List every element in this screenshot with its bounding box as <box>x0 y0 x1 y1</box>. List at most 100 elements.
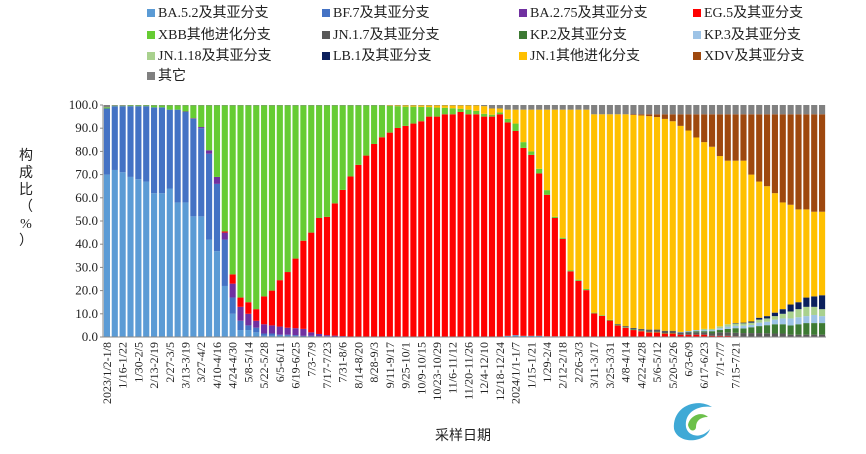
y-tick-label: 30.0 <box>75 259 98 274</box>
bar-segment <box>622 327 629 337</box>
x-tick-label: 4/24-4/30 <box>226 342 240 389</box>
bar-stack <box>300 105 307 337</box>
bar-segment <box>732 332 739 337</box>
bar-segment <box>701 332 708 335</box>
bar-segment <box>724 328 731 333</box>
bar-segment <box>583 109 590 289</box>
bar-stack <box>693 105 700 337</box>
bar-segment <box>708 335 716 337</box>
bar-segment <box>716 156 723 327</box>
bar-segment <box>701 331 708 333</box>
bar-segment <box>481 106 488 114</box>
bar-segment <box>158 107 166 194</box>
bar-stack <box>559 105 566 337</box>
x-tick-label: 3/13-3/19 <box>179 342 193 389</box>
bar-stack <box>316 105 323 337</box>
bar-segment <box>724 335 731 337</box>
bar-stack <box>740 105 747 337</box>
x-tick-label: 7/15-7/21 <box>729 342 743 389</box>
x-tick-label: 4/10-4/16 <box>210 342 224 389</box>
bar-segment <box>748 321 755 323</box>
bar-segment <box>143 106 150 182</box>
bar-segment <box>543 109 551 191</box>
bar-stack <box>732 105 739 337</box>
bar-segment <box>811 334 818 337</box>
bar-segment <box>638 114 645 116</box>
bar-segment <box>771 316 778 320</box>
bar-segment <box>504 122 511 336</box>
bar-segment <box>308 332 315 336</box>
bar-segment <box>386 105 393 133</box>
legend-swatch <box>147 31 155 39</box>
bar-segment <box>559 109 566 238</box>
bar-segment <box>685 334 692 337</box>
bar-stack <box>339 105 346 337</box>
y-axis-title: 构成比（%） <box>19 148 33 249</box>
bar-segment <box>819 105 826 115</box>
bar-segment <box>701 142 708 329</box>
bar-segment <box>308 232 315 333</box>
bar-segment <box>551 216 558 218</box>
bar-segment <box>693 330 700 332</box>
y-tick-label: 80.0 <box>75 143 98 158</box>
bar-segment <box>292 328 299 336</box>
bar-segment <box>653 332 661 337</box>
bar-segment <box>355 164 362 337</box>
bar-segment <box>716 105 723 115</box>
bar-segment <box>787 325 794 335</box>
bar-segment <box>504 105 511 110</box>
bar-segment <box>520 335 527 337</box>
bar-segment <box>724 324 731 327</box>
bar-segment <box>496 108 503 113</box>
bar-stack <box>166 105 173 337</box>
bar-stack <box>229 105 236 337</box>
bar-segment <box>473 105 480 111</box>
bar-segment <box>779 309 786 314</box>
bar-segment <box>268 290 276 326</box>
legend-swatch <box>519 31 527 39</box>
bar-segment <box>221 231 228 233</box>
bar-stack <box>614 105 621 337</box>
bar-stack <box>591 105 598 337</box>
bar-segment <box>685 330 692 332</box>
bar-segment <box>284 272 291 328</box>
legend-label: XBB其他进化分支 <box>158 27 271 43</box>
bar-segment <box>465 109 472 115</box>
bar-stack <box>457 105 464 338</box>
x-tick-label: 5/22-5/28 <box>257 342 271 389</box>
bar-segment <box>323 216 331 336</box>
x-tick-label: 3/27-4/2 <box>194 342 208 383</box>
bar-segment <box>638 331 645 337</box>
bar-segment <box>795 302 802 310</box>
bar-stack <box>567 105 574 337</box>
bar-segment <box>504 118 511 123</box>
bar-segment <box>740 333 747 337</box>
bar-stack <box>473 105 480 337</box>
bar-stack <box>803 105 810 337</box>
bar-segment <box>685 114 692 131</box>
bar-segment <box>575 280 582 337</box>
bar-segment <box>811 314 818 324</box>
bar-segment <box>528 335 535 337</box>
bar-segment <box>661 333 668 337</box>
bar-segment <box>504 335 511 337</box>
bar-segment <box>103 108 110 175</box>
bar-segment <box>284 327 291 335</box>
bar-segment <box>103 174 110 337</box>
bar-segment <box>151 105 158 108</box>
legend-swatch <box>322 31 330 39</box>
legend-swatch <box>693 9 701 17</box>
bar-stack <box>190 105 197 337</box>
x-tick-label: 7/3-7/9 <box>304 342 318 377</box>
x-tick-label: 4/22-4/28 <box>634 342 648 389</box>
bar-segment <box>253 332 260 337</box>
bar-segment <box>465 114 472 337</box>
bar-segment <box>268 335 276 337</box>
x-tick-label: 3/25-3/31 <box>603 342 617 389</box>
bar-segment <box>457 111 464 338</box>
bar-segment <box>669 121 676 331</box>
bar-stack <box>174 105 181 337</box>
bar-stack <box>677 105 684 337</box>
bar-segment <box>111 105 118 106</box>
x-tick-label: 2/27-3/5 <box>163 342 177 383</box>
